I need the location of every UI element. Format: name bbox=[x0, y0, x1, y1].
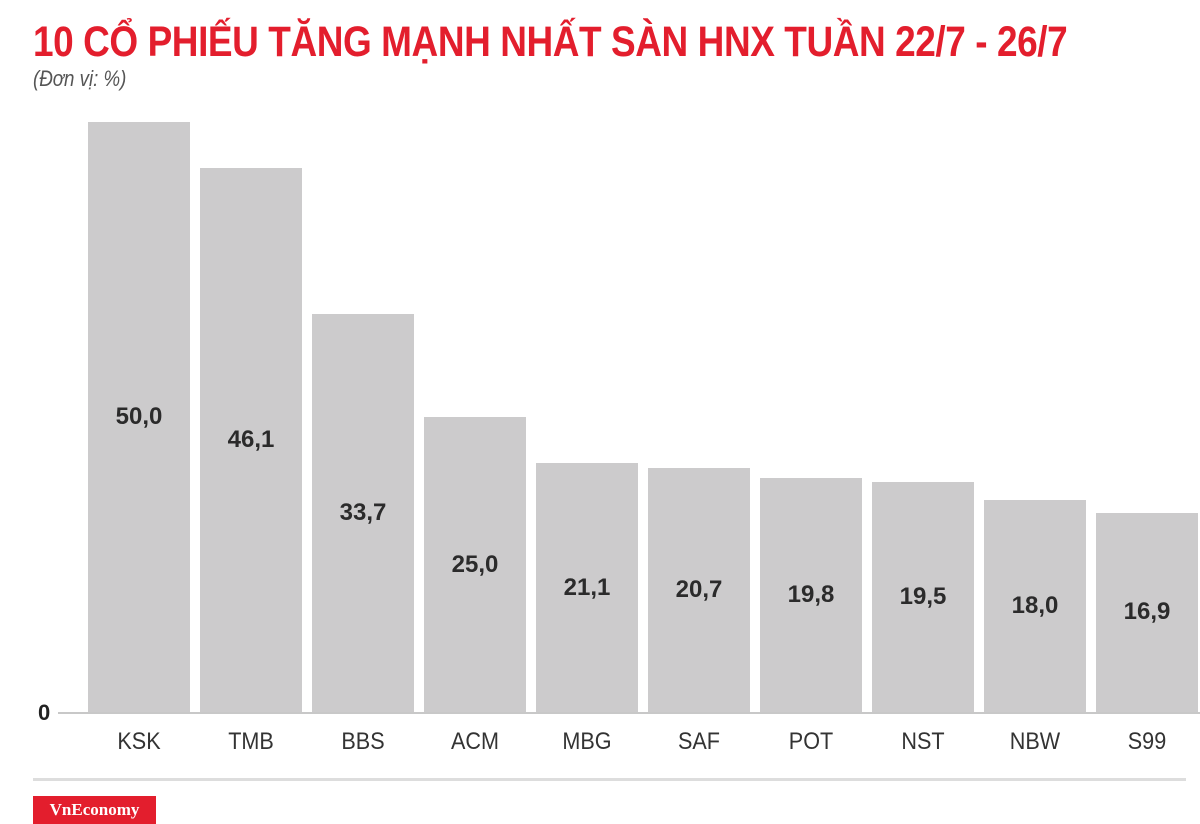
bar-value-label: 33,7 bbox=[339, 499, 387, 527]
x-axis-line bbox=[58, 712, 1200, 714]
x-axis-category-label: ACM bbox=[450, 728, 500, 755]
bar-saf bbox=[648, 467, 750, 712]
bar-nst bbox=[872, 481, 974, 712]
bar-value-label: 16,9 bbox=[1123, 598, 1171, 626]
x-axis-category-label: NST bbox=[901, 728, 945, 755]
bar-ksk bbox=[88, 122, 190, 712]
bar-s99 bbox=[1096, 512, 1198, 712]
bar-value-label: 50,0 bbox=[115, 403, 163, 430]
bar-nbw bbox=[984, 499, 1086, 712]
x-axis-category-label: SAF bbox=[677, 728, 721, 755]
x-axis-category-label: MBG bbox=[562, 728, 612, 755]
y-axis-zero-label: 0 bbox=[38, 700, 51, 725]
bar-value-label: 46,1 bbox=[227, 426, 275, 453]
vneconomy-logo: VnEconomy bbox=[33, 796, 156, 824]
x-axis-category-label: KSK bbox=[117, 728, 161, 755]
chart-title: 10 CỔ PHIẾU TĂNG MẠNH NHẤT SÀN HNX TUẦN … bbox=[33, 18, 1068, 66]
bar-pot bbox=[760, 478, 862, 712]
bar-bbs bbox=[312, 314, 414, 712]
x-axis-category-label: BBS bbox=[341, 728, 385, 755]
bar-value-label: 19,8 bbox=[787, 581, 835, 609]
bar-acm bbox=[424, 417, 526, 712]
footer-divider bbox=[33, 778, 1186, 781]
x-axis-category-label: POT bbox=[788, 728, 834, 755]
bar-value-label: 18,0 bbox=[1011, 591, 1059, 619]
x-axis-category-label: TMB bbox=[228, 728, 274, 755]
bar-value-label: 19,5 bbox=[899, 582, 947, 610]
bar-mbg bbox=[536, 463, 638, 712]
bar-value-label: 25,0 bbox=[451, 550, 499, 578]
x-axis-category-label: S99 bbox=[1127, 728, 1167, 755]
x-axis-category-label: NBW bbox=[1009, 728, 1061, 755]
chart-subtitle: (Đơn vị: %) bbox=[33, 66, 127, 91]
bar-value-label: 21,1 bbox=[563, 573, 611, 601]
bar-value-label: 20,7 bbox=[675, 575, 723, 603]
bar-tmb bbox=[200, 168, 302, 712]
